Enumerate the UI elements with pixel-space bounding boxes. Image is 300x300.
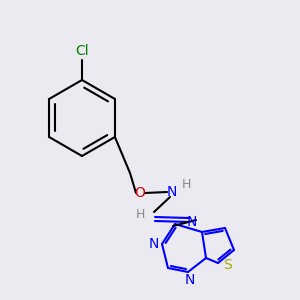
Text: S: S [223,258,231,272]
Text: N: N [167,185,177,199]
Text: N: N [149,237,159,251]
Text: Cl: Cl [75,44,89,58]
Text: N: N [187,215,197,229]
Text: N: N [185,273,195,287]
Text: O: O [135,186,146,200]
Text: H: H [135,208,145,221]
Text: H: H [181,178,191,190]
